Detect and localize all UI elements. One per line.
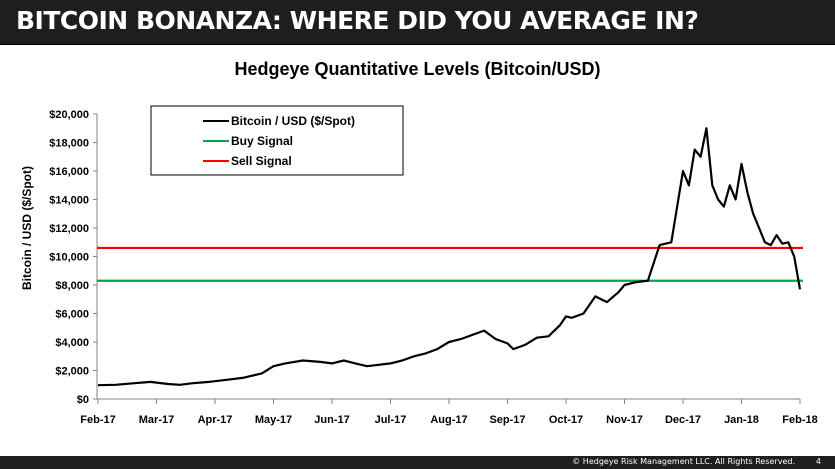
x-tick-label: Aug-17 bbox=[430, 414, 467, 426]
plot-area bbox=[97, 127, 803, 387]
y-tick-label: $4,000 bbox=[55, 337, 89, 349]
slide-title: BITCOIN BONANZA: WHERE DID YOU AVERAGE I… bbox=[16, 6, 699, 35]
chart-title: Hedgeye Quantitative Levels (Bitcoin/USD… bbox=[234, 59, 601, 79]
legend-label-sell: Sell Signal bbox=[231, 154, 292, 168]
y-axis: $0 $2,000 $4,000 $6,000 $8,000 $10,000 $12,000… bbox=[49, 109, 98, 406]
y-axis-title: Bitcoin / USD ($/Spot) bbox=[20, 166, 34, 290]
legend-label-buy: Buy Signal bbox=[231, 134, 293, 148]
legend: Bitcoin / USD ($/Spot) Buy Signal Sell S… bbox=[150, 105, 404, 176]
x-tick-label: Mar-17 bbox=[139, 414, 174, 426]
copyright-text: © Hedgeye Risk Management LLC. All Right… bbox=[572, 457, 795, 466]
legend-label-bitcoin: Bitcoin / USD ($/Spot) bbox=[231, 114, 355, 128]
x-tick-label: Dec-17 bbox=[665, 414, 701, 426]
y-tick-label: $12,000 bbox=[49, 223, 89, 235]
legend-item-sell-signal: Sell Signal bbox=[203, 154, 292, 168]
legend-item-buy-signal: Buy Signal bbox=[203, 134, 293, 148]
x-tick-label: Nov-17 bbox=[606, 414, 643, 426]
x-tick-label: Jul-17 bbox=[375, 414, 407, 426]
slide-footer: © Hedgeye Risk Management LLC. All Right… bbox=[0, 456, 835, 469]
y-tick-label: $2,000 bbox=[55, 366, 89, 378]
y-tick-label: $0 bbox=[77, 394, 89, 406]
x-tick-label: Feb-18 bbox=[782, 414, 817, 426]
legend-item-bitcoin: Bitcoin / USD ($/Spot) bbox=[203, 114, 355, 128]
y-tick-label: $16,000 bbox=[49, 166, 89, 178]
y-tick-label: $20,000 bbox=[49, 109, 89, 121]
x-tick-label: May-17 bbox=[255, 414, 292, 426]
x-tick-label: Jan-18 bbox=[724, 414, 759, 426]
y-tick-label: $14,000 bbox=[49, 195, 89, 207]
x-axis: Feb-17 Mar-17 Apr-17 May-17 Jun-17 Jul-17 Aug-… bbox=[80, 398, 818, 426]
x-tick-label: Jun-17 bbox=[314, 414, 349, 426]
page-number: 4 bbox=[815, 457, 821, 466]
y-tick-label: $8,000 bbox=[55, 280, 89, 292]
slide-header: BITCOIN BONANZA: WHERE DID YOU AVERAGE I… bbox=[0, 0, 835, 45]
y-tick-label: $6,000 bbox=[55, 309, 89, 321]
legend-box bbox=[150, 105, 404, 176]
x-tick-label: Feb-17 bbox=[80, 414, 115, 426]
x-tick-label: Oct-17 bbox=[549, 414, 583, 426]
y-tick-label: $10,000 bbox=[49, 252, 89, 264]
x-tick-label: Apr-17 bbox=[198, 414, 233, 426]
x-tick-label: Sep-17 bbox=[489, 414, 525, 426]
bitcoin-price-line bbox=[97, 127, 802, 387]
y-tick-label: $18,000 bbox=[49, 138, 89, 150]
